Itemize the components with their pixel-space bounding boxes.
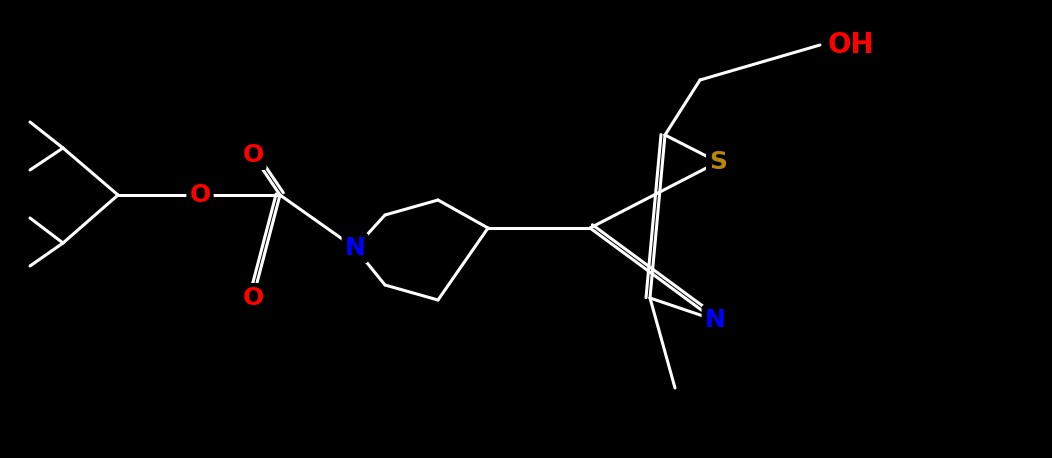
Text: OH: OH	[828, 31, 874, 59]
Text: S: S	[709, 150, 727, 174]
Text: N: N	[705, 308, 726, 332]
Text: O: O	[242, 143, 264, 167]
Text: O: O	[189, 183, 210, 207]
Text: N: N	[345, 236, 365, 260]
Text: O: O	[242, 286, 264, 310]
